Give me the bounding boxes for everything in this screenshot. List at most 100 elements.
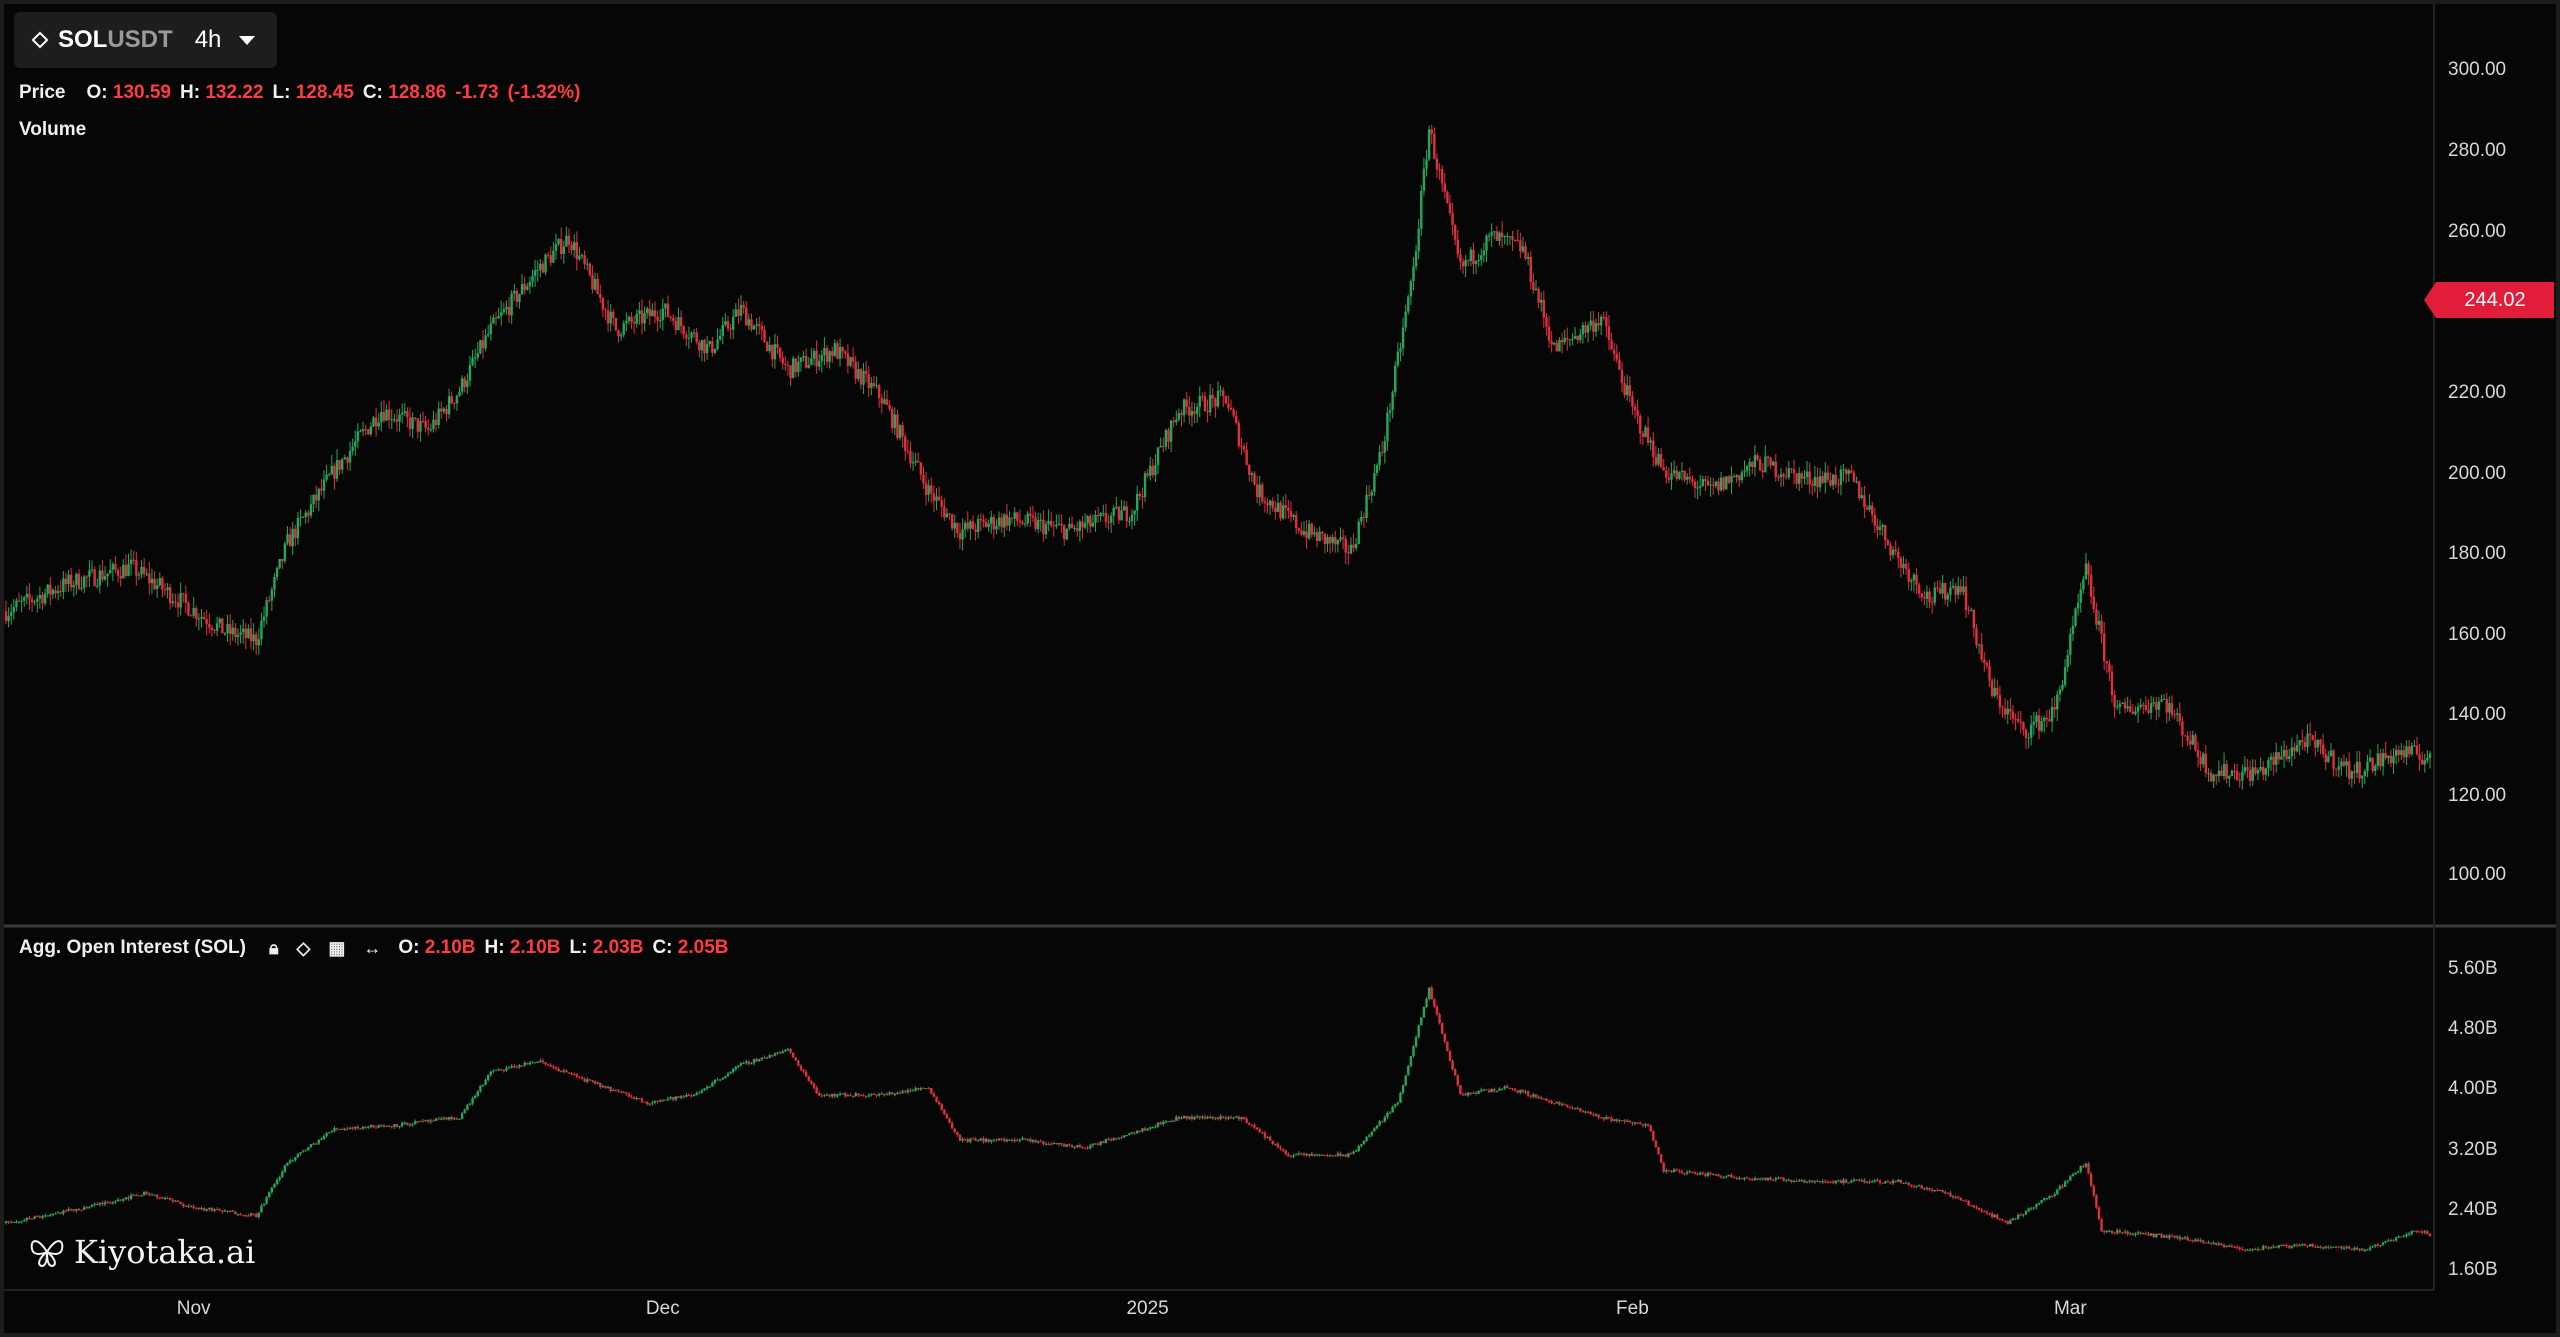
price-candle-body bbox=[427, 427, 430, 430]
price-candle-body bbox=[1467, 260, 1470, 262]
price-candle-body bbox=[98, 570, 102, 586]
lock-icon[interactable]: 🔒︎ bbox=[268, 937, 279, 958]
oi-candle-body bbox=[930, 1088, 933, 1094]
price-candle-body bbox=[101, 570, 104, 580]
price-candle-body bbox=[1798, 473, 1801, 484]
oi-candle-body bbox=[127, 1197, 130, 1199]
oi-candle-body bbox=[1198, 1116, 1201, 1118]
oi-candle-body bbox=[1414, 1037, 1418, 1047]
oi-candle-body bbox=[875, 1094, 878, 1096]
oi-candle-body bbox=[1964, 1200, 1968, 1202]
price-candle-body bbox=[1727, 476, 1731, 483]
oi-candle-body bbox=[1907, 1182, 1910, 1185]
price-candle-body bbox=[1594, 323, 1598, 332]
price-candle-body bbox=[1063, 525, 1066, 540]
oi-candle-body bbox=[1154, 1126, 1157, 1128]
price-candle-body bbox=[2324, 754, 2327, 763]
oi-candle-body bbox=[1936, 1190, 1939, 1192]
price-candle-body bbox=[935, 496, 938, 501]
layers-icon[interactable]: ◇ bbox=[296, 937, 311, 958]
oi-candle-body bbox=[288, 1160, 292, 1163]
symbol-selector-button[interactable]: SOL USDT 4h bbox=[14, 12, 278, 68]
oi-candle-body bbox=[1310, 1154, 1314, 1156]
oi-candle-body bbox=[364, 1126, 367, 1128]
oi-candle-body bbox=[1089, 1145, 1092, 1149]
price-candle-body bbox=[1201, 396, 1204, 398]
oi-candle-body bbox=[1873, 1179, 1877, 1182]
price-candle-body bbox=[2368, 757, 2372, 762]
price-candle-body bbox=[489, 323, 492, 334]
oi-candle-body bbox=[346, 1128, 349, 1130]
oi-candle-body bbox=[1206, 1117, 1209, 1119]
price-candle-body bbox=[1044, 524, 1048, 535]
arrows-icon[interactable]: ↔ bbox=[363, 937, 382, 958]
oi-candle-body bbox=[1083, 1147, 1087, 1149]
oi-candle-body bbox=[2037, 1202, 2041, 1205]
price-candle-body bbox=[1274, 507, 1277, 512]
oi-candle-body bbox=[1305, 1153, 1308, 1156]
price-candle-body bbox=[583, 255, 586, 265]
oi-candle-body bbox=[807, 1076, 810, 1082]
price-candle-body bbox=[880, 397, 883, 404]
price-candle-body bbox=[2306, 733, 2309, 747]
grid-icon[interactable]: ▦ bbox=[328, 937, 346, 958]
oi-candle-body bbox=[1294, 1154, 1298, 1156]
price-candle-body bbox=[828, 351, 831, 362]
oi-candle-body bbox=[969, 1138, 972, 1142]
price-candle-body bbox=[2277, 752, 2281, 760]
oi-candle-body bbox=[380, 1125, 383, 1127]
price-candle-body bbox=[2071, 625, 2075, 634]
price-candle-body bbox=[1730, 475, 1733, 483]
oi-candle-body bbox=[552, 1066, 555, 1068]
price-candle-body bbox=[1837, 484, 1840, 486]
price-candle-body bbox=[838, 347, 842, 359]
oi-candle-body bbox=[2087, 1163, 2090, 1174]
price-candle-body bbox=[2285, 749, 2288, 760]
price-candle-body bbox=[2155, 702, 2158, 710]
oi-candle-body bbox=[2337, 1246, 2340, 1248]
price-candle-body bbox=[333, 465, 336, 479]
price-candle-body bbox=[930, 485, 933, 494]
oi-candle-body bbox=[1925, 1187, 1929, 1190]
price-candle-body bbox=[419, 420, 422, 432]
oi-candle-body bbox=[1023, 1138, 1027, 1140]
price-candle-body bbox=[356, 431, 360, 442]
price-candle-body bbox=[1049, 520, 1053, 526]
price-candle-body bbox=[1193, 411, 1196, 414]
oi-candle-body bbox=[2332, 1246, 2335, 1248]
oi-candle-body bbox=[239, 1214, 242, 1216]
oi-candle-body bbox=[1758, 1178, 1762, 1180]
oi-candle-body bbox=[2413, 1230, 2416, 1232]
oi-candle-body bbox=[299, 1152, 302, 1154]
oi-candle-body bbox=[1532, 1094, 1535, 1097]
price-candle-body bbox=[541, 263, 545, 273]
oi-candle-body bbox=[1016, 1139, 1019, 1141]
price-candle-body bbox=[1633, 406, 1637, 411]
oi-candle-body bbox=[1480, 1089, 1483, 1091]
oi-candle-body bbox=[656, 1100, 659, 1102]
oi-candle-body bbox=[2079, 1166, 2082, 1172]
oi-candle-body bbox=[2009, 1220, 2012, 1224]
oi-candle-body bbox=[260, 1205, 263, 1213]
oi-candle-body bbox=[1289, 1156, 1293, 1158]
price-candle-body bbox=[653, 310, 657, 317]
price-candle-body bbox=[1662, 466, 1665, 471]
oi-candle-body bbox=[677, 1096, 680, 1098]
price-candle-body bbox=[984, 521, 988, 528]
oi-candle-body bbox=[1109, 1139, 1113, 1141]
price-candle-body bbox=[1412, 266, 1415, 282]
price-candle-body bbox=[239, 632, 242, 635]
oi-candle-body bbox=[2014, 1218, 2017, 1220]
oi-candle-body bbox=[2149, 1233, 2153, 1236]
oi-candle-body bbox=[557, 1068, 560, 1072]
price-candle-body bbox=[1313, 532, 1316, 535]
price-candle-body bbox=[268, 600, 271, 602]
price-candle-body bbox=[877, 385, 881, 398]
oi-candle-body bbox=[1868, 1181, 1871, 1183]
oi-candle-body bbox=[241, 1215, 245, 1217]
oi-candle-body bbox=[2329, 1247, 2333, 1249]
price-candle-body bbox=[124, 564, 128, 576]
price-candle-body bbox=[119, 575, 122, 579]
price-candle-body bbox=[1957, 586, 1960, 595]
